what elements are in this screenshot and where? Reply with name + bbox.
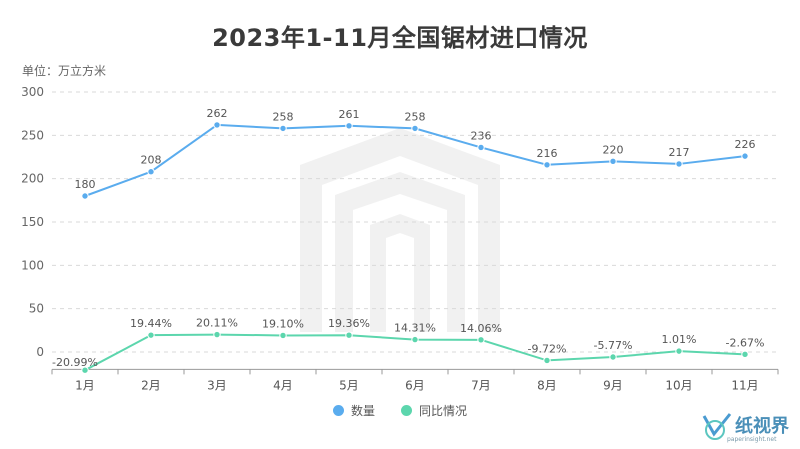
x-tick-label: 9月 [603,378,623,392]
data-point [279,124,287,133]
y-tick-label: 150 [21,215,44,229]
x-tick-label: 4月 [273,378,293,392]
data-label: 262 [207,107,228,120]
x-tick-label: 1月 [75,378,95,392]
background-logo-watermark [300,128,500,332]
data-label: 180 [75,178,96,191]
x-tick-label: 10月 [665,378,692,392]
data-label: 226 [735,138,756,151]
data-label: 19.36% [328,317,370,330]
x-tick-label: 7月 [471,378,491,392]
data-label: 19.44% [130,317,172,330]
chart-title: 2023年1-11月全国锯材进口情况 [212,24,588,52]
data-label: -20.99% [52,356,98,369]
data-point [147,168,155,176]
x-tick-label: 2月 [141,378,161,392]
data-point [675,347,683,355]
data-point [279,331,287,340]
data-point [477,143,485,152]
legend-item-yoy[interactable]: 同比情况 [401,402,467,419]
data-label: 258 [273,110,294,123]
data-label: 220 [603,143,624,156]
y-tick-label: 250 [21,128,44,142]
data-label: 217 [669,146,690,159]
legend-label-yoy: 同比情况 [419,404,468,418]
data-label: 208 [141,154,162,167]
data-point [675,160,683,168]
x-tick-label: 11月 [731,378,758,392]
x-tick-label: 5月 [339,378,359,392]
legend-marker-quantity [332,405,344,416]
y-tick-label: 100 [21,258,44,272]
y-tick-label: 200 [21,172,44,186]
data-point [213,121,221,129]
x-tick-label: 8月 [537,378,557,392]
data-point [741,350,749,359]
y-tick-label: 300 [21,85,44,99]
data-point [609,353,617,361]
legend-label-quantity: 数量 [350,404,375,418]
legend-marker-yoy [401,405,412,416]
data-label: -5.77% [594,339,633,352]
data-point [609,157,617,166]
y-tick-label: 50 [29,302,44,316]
data-label: 1.01% [662,333,697,346]
y-tick-label: 0 [36,345,44,359]
data-label: -2.67% [726,336,765,349]
data-label: 20.11% [196,317,238,330]
legend-item-quantity[interactable]: 数量 [332,402,375,419]
data-label: 14.31% [394,322,436,335]
data-label: 236 [471,129,492,142]
data-label: 216 [537,147,558,160]
x-tick-label: 6月 [405,378,425,392]
data-point [543,161,551,169]
data-point [477,336,485,344]
chart-legend: 数量 同比情况 [0,402,800,419]
brand-logo-icon [702,413,732,440]
data-point [411,335,419,344]
data-point [741,152,749,160]
data-point [147,331,155,339]
data-point [345,331,353,339]
unit-label: 单位：万立方米 [22,64,107,78]
data-point [411,124,419,133]
watermark-url: paperinsight.net [727,436,777,443]
watermark-brand: 纸视界 [735,416,789,437]
data-label: 258 [405,110,426,123]
data-label: 261 [339,108,360,121]
data-point [543,356,551,365]
data-point [81,192,89,200]
data-point [345,122,353,130]
data-point [213,330,221,339]
data-label: 19.10% [262,317,304,330]
data-label: -9.72% [528,342,567,355]
data-label: 14.06% [460,322,502,335]
x-tick-label: 3月 [207,378,227,392]
data-point [81,366,89,374]
